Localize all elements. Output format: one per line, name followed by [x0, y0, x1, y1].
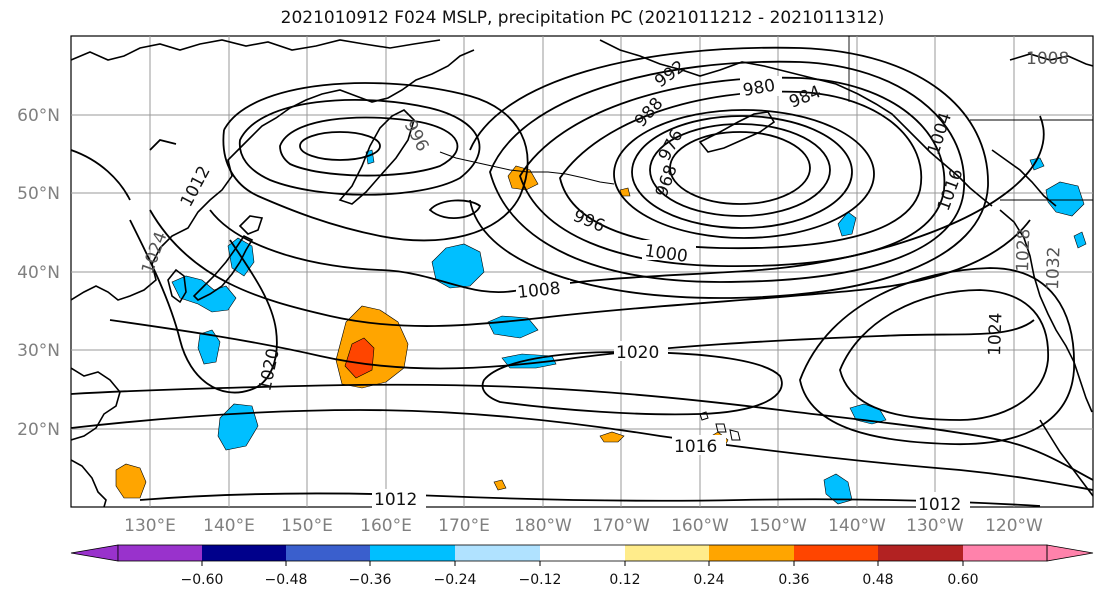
lon-label-140e: 140°E [203, 516, 255, 536]
colorbar-bin-9 [794, 545, 878, 561]
colorbar-outline [117, 544, 1048, 562]
colorbar-bin-2 [202, 545, 286, 561]
colorbar-tick-4: −0.24 [434, 572, 477, 588]
lon-label-140w: 140°W [828, 516, 886, 536]
lat-label-50n: 50°N [17, 184, 60, 204]
precip-negative-bc [1073, 231, 1087, 249]
colorbar-tick-10: 0.60 [947, 572, 978, 588]
precip-negative-philippine-sea [197, 329, 221, 365]
isobar-label-1024-east: 1024 [985, 312, 1006, 356]
colorbar-extend-low [70, 544, 119, 562]
precip-negative-north-pacific-1 [431, 243, 485, 289]
colorbar-bin-7 [625, 545, 709, 561]
lat-label-20n: 20°N [17, 420, 60, 440]
lon-label-120w: 120°W [985, 516, 1043, 536]
map-title: 2021010912 F024 MSLP, precipitation PC (… [280, 8, 885, 28]
colorbar-extend-high [1046, 544, 1094, 562]
colorbar-bin-10 [878, 545, 963, 561]
coastlines [71, 39, 1093, 507]
lon-label-150e: 150°E [281, 516, 333, 536]
precip-positive-south-china [115, 463, 147, 499]
lon-label-160w: 160°W [671, 516, 729, 536]
lon-label-130w: 130°W [906, 516, 964, 536]
lon-label-160e: 160°E [360, 516, 412, 536]
isobar-label-1020-central: 1020 [616, 343, 659, 363]
precip-negative-northwest-america [1045, 181, 1085, 217]
lon-label-170w: 170°W [592, 516, 650, 536]
lon-label-150w: 150°W [749, 516, 807, 536]
latitude-labels: 60°N 50°N 40°N 30°N 20°N [17, 106, 60, 440]
isobar-label-1032: 1032 [1043, 246, 1064, 290]
lon-label-180w: 180°W [514, 516, 572, 536]
precip-negative-japan [171, 275, 237, 313]
lat-label-40n: 40°N [17, 263, 60, 283]
isobar-labels: 1012 1012 1016 1020 1020 1024 1024 1008 … [138, 49, 1069, 515]
colorbar-tick-7: 0.24 [693, 572, 724, 588]
isobars [71, 46, 1093, 507]
colorbar-tick-9: 0.48 [862, 572, 893, 588]
precip-negative-west-pacific [217, 403, 259, 451]
isobar-label-1028: 1028 [1013, 228, 1034, 272]
isobar-label-1008-central: 1008 [516, 279, 561, 303]
lon-label-170e: 170°E [438, 516, 490, 536]
precip-positive-hawaii-west [599, 431, 625, 443]
precip-strong-central-pacific [344, 337, 375, 379]
colorbar-tick-6: 0.12 [609, 572, 640, 588]
isobar-label-1012-south: 1012 [374, 490, 417, 510]
lat-label-60n: 60°N [17, 106, 60, 126]
colorbar-bin-6 [540, 545, 625, 561]
precip-positive-small-south [493, 479, 507, 491]
lon-label-130e: 130°E [124, 516, 176, 536]
colorbar-bin-3 [286, 545, 370, 561]
colorbar: −0.60 −0.48 −0.36 −0.24 −0.12 0.12 0.24 … [70, 544, 1094, 588]
isobar-label-1008-northeast: 1008 [1026, 49, 1069, 69]
longitude-labels: 130°E 140°E 150°E 160°E 170°E 180°W 170°… [124, 516, 1043, 536]
isobar-label-1012-southeast: 1012 [918, 495, 961, 515]
colorbar-bin-11 [963, 545, 1047, 561]
colorbar-tick-5: −0.12 [519, 572, 562, 588]
colorbar-tick-8: 0.36 [778, 572, 809, 588]
colorbar-tick-2: −0.48 [265, 572, 308, 588]
lat-label-30n: 30°N [17, 341, 60, 361]
isobar-label-1016: 1016 [674, 437, 717, 457]
colorbar-tick-1: −0.60 [181, 572, 224, 588]
colorbar-bin-8 [709, 545, 794, 561]
colorbar-bin-1 [118, 545, 202, 561]
colorbar-bin-5 [455, 545, 540, 561]
colorbar-tick-3: −0.36 [349, 572, 392, 588]
colorbar-bin-4 [370, 545, 455, 561]
